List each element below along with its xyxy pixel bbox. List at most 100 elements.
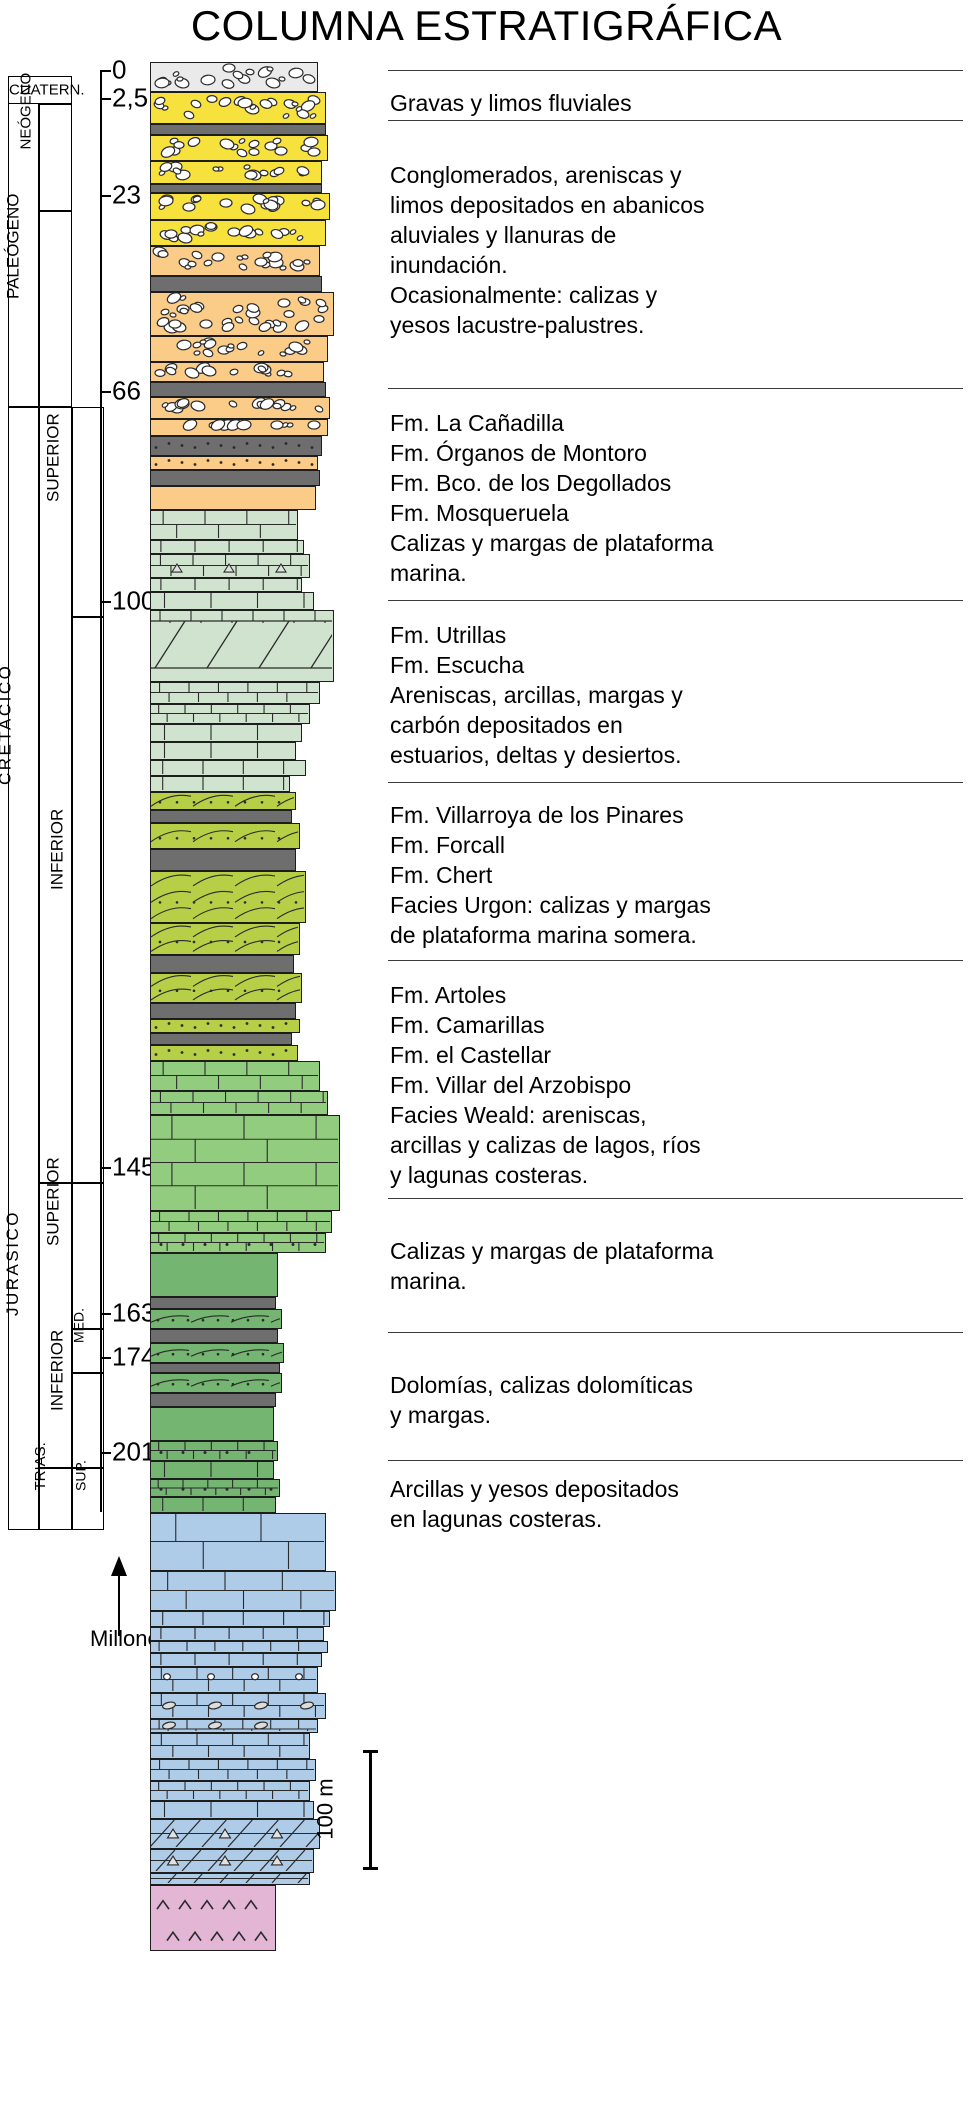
axis-tick-label: 2,5 — [112, 82, 149, 113]
description-cretacico-superior: Fm. La Cañadilla Fm. Órganos de Montoro … — [390, 410, 714, 586]
section-divider — [388, 388, 963, 390]
bed-pattern — [154, 459, 314, 466]
bed-pattern — [151, 511, 296, 538]
bed-pattern — [151, 975, 300, 1001]
axis-tick — [100, 1167, 111, 1169]
bed-pattern — [161, 398, 324, 414]
lithology-bed — [150, 1373, 282, 1393]
axis-tick-label: 145 — [112, 1151, 156, 1182]
era-mesozoico: MESOZOICO — [8, 407, 39, 1530]
lithology-bed — [150, 760, 306, 776]
bed-pattern — [156, 1899, 268, 1942]
section-divider — [388, 70, 963, 72]
period-label: NEÓGENO — [17, 72, 35, 149]
bed-pattern — [151, 1874, 308, 1883]
axis-tick — [100, 1452, 111, 1454]
bed-pattern — [153, 94, 321, 120]
bed-pattern — [151, 1850, 312, 1871]
lithology-bed — [150, 742, 296, 760]
bed-pattern — [151, 1572, 334, 1609]
bed-pattern — [151, 1668, 316, 1691]
section-divider — [388, 600, 963, 602]
bed-pattern — [160, 541, 298, 552]
section-divider — [388, 120, 963, 122]
lithology-bed — [150, 436, 322, 456]
bed-pattern — [162, 777, 285, 790]
bed-pattern — [154, 363, 293, 379]
lithology-bed — [150, 1019, 300, 1033]
period-label: TRIAS. — [31, 1442, 49, 1491]
lithology-bed — [150, 62, 318, 92]
lithology-bed — [150, 419, 328, 436]
section-divider — [388, 960, 963, 962]
age-direction-arrow — [100, 1556, 140, 1636]
bed-pattern — [151, 555, 308, 576]
bed-pattern — [151, 830, 298, 843]
axis-tick-label: 0 — [112, 54, 127, 85]
lithology-bed — [150, 1885, 276, 1951]
lithology-bed — [150, 1233, 326, 1253]
lithology-bed — [150, 486, 316, 510]
axis-tick — [100, 601, 111, 603]
lithology-bed — [150, 1329, 278, 1343]
lithology-bed — [150, 1033, 292, 1045]
bed-pattern — [163, 743, 259, 758]
lithology-bed — [150, 161, 322, 184]
bed-pattern — [158, 194, 326, 215]
lithology-bed — [150, 1627, 324, 1641]
epoch-superior: SUPERIOR — [44, 1157, 104, 1329]
bed-pattern — [151, 611, 332, 669]
lithology-bed — [150, 704, 310, 724]
bed-pattern — [163, 1462, 259, 1477]
lithology-bed — [150, 1611, 330, 1627]
description-facies-weald: Fm. Artoles Fm. Camarillas Fm. el Castel… — [390, 982, 701, 1188]
lithology-bed — [150, 470, 320, 486]
lithology-bed — [150, 1653, 322, 1667]
description-jurasico-superior: Calizas y margas de plataforma marina. — [390, 1238, 714, 1294]
lithology-bed — [150, 336, 328, 362]
lithology-bed — [150, 578, 302, 592]
bed-pattern — [151, 794, 294, 807]
description-cuaternario: Gravas y limos fluviales — [390, 90, 632, 116]
lithology-bed — [150, 1045, 298, 1061]
period-palegeno: PALEÓGENO — [3, 194, 72, 407]
bed-pattern — [159, 221, 304, 244]
lithology-bed — [150, 193, 330, 220]
axis-tick — [100, 1357, 111, 1359]
description-triasico: Arcillas y yesos depositados en lagunas … — [390, 1476, 679, 1532]
bed-pattern — [151, 1782, 308, 1799]
epoch-label: INFERIOR — [47, 808, 67, 890]
period-negeno: NEÓGENO — [17, 72, 72, 211]
bed-pattern — [162, 1498, 244, 1511]
bed-pattern — [182, 420, 321, 431]
bed-pattern — [151, 1212, 330, 1231]
lithology-bed — [150, 776, 290, 792]
section-divider — [388, 1198, 963, 1200]
lithology-bed — [150, 1873, 310, 1885]
lithology-bed — [150, 1479, 280, 1497]
bed-pattern — [151, 1379, 280, 1387]
bed-pattern — [163, 1802, 305, 1817]
lithology-bed — [150, 554, 310, 578]
lithology-bed — [150, 810, 292, 823]
lithology-bed — [150, 1801, 314, 1819]
description-neogeno-paleogeno: Conglomerados, areniscas y limos deposit… — [390, 162, 705, 338]
bed-pattern — [160, 579, 298, 590]
epoch-label: SUP. — [72, 1460, 89, 1491]
epoch-inferior: INFERIOR — [47, 617, 104, 1183]
epoch-superior: SUPERIOR — [44, 407, 104, 617]
bed-pattern — [151, 874, 304, 920]
bed-pattern — [176, 337, 311, 358]
page-title: COLUMNA ESTRATIGRÁFICA — [190, 2, 783, 49]
lithology-bed — [150, 397, 330, 419]
period-jurasico: JURASICO — [3, 1183, 72, 1468]
bed-pattern — [151, 1315, 280, 1323]
description-facies-urgon: Fm. Villarroya de los Pinares Fm. Forcal… — [390, 802, 711, 948]
axis-tick-label: 174 — [112, 1341, 156, 1372]
lithology-bed — [150, 1497, 276, 1513]
axis-line — [100, 70, 102, 1512]
lithology-bed — [150, 276, 322, 292]
section-divider — [388, 1460, 963, 1462]
bed-pattern — [151, 683, 318, 702]
period-label: PALEÓGENO — [2, 193, 22, 300]
